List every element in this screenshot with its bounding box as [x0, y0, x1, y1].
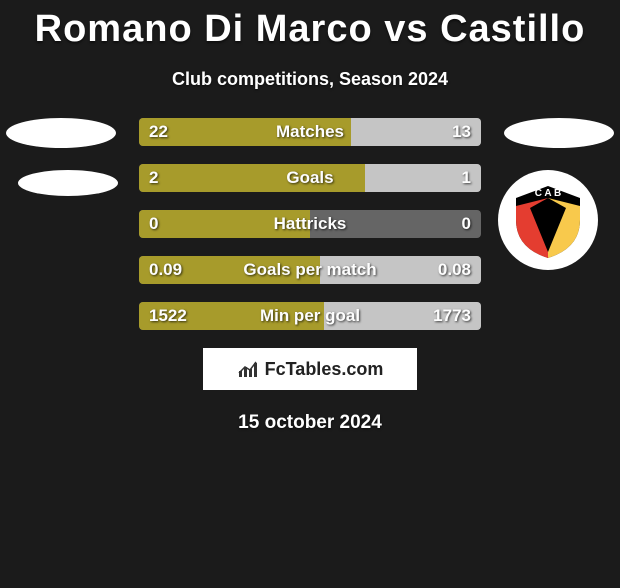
stat-row: 0.09 0.08 Goals per match	[139, 256, 481, 284]
stat-label: Min per goal	[260, 306, 360, 326]
ellipse-icon	[18, 170, 118, 196]
stat-right-value: 0.08	[438, 260, 471, 280]
stat-right-value: 1773	[433, 306, 471, 326]
stat-label: Matches	[276, 122, 344, 142]
left-player-badge-1	[6, 118, 116, 148]
stat-row: 0 0 Hattricks	[139, 210, 481, 238]
subtitle: Club competitions, Season 2024	[0, 69, 620, 90]
club-crest-icon: C A B	[498, 170, 598, 270]
ellipse-icon	[6, 118, 116, 148]
stat-bars: 22 13 Matches 2 1 Goals 0 0 Hattricks 0.09 0.08 Goa…	[139, 118, 481, 330]
right-player-badge-1	[504, 118, 614, 148]
stat-row: 2 1 Goals	[139, 164, 481, 192]
stat-left-value: 0.09	[149, 260, 182, 280]
stat-left-value: 2	[149, 168, 158, 188]
right-club-badge: C A B	[498, 170, 598, 270]
crest-letters: C A B	[535, 188, 561, 199]
stat-row: 22 13 Matches	[139, 118, 481, 146]
stat-row: 1522 1773 Min per goal	[139, 302, 481, 330]
page-title: Romano Di Marco vs Castillo	[0, 8, 620, 51]
comparison-container: C A B 2213Matches21Goals00Hattricks0.090…	[0, 118, 620, 330]
stat-label: Goals per match	[243, 260, 376, 280]
date-label: 15 october 2024	[0, 412, 620, 434]
bar-chart-icon	[237, 359, 263, 379]
ellipse-icon	[504, 118, 614, 148]
stat-left-value: 1522	[149, 306, 187, 326]
stat-right-value: 1	[462, 168, 471, 188]
stat-label: Hattricks	[274, 214, 347, 234]
stat-left-value: 22	[149, 122, 168, 142]
branding-text: FcTables.com	[265, 359, 384, 380]
left-player-badge-2	[18, 170, 118, 196]
branding-box: FcTables.com	[203, 348, 417, 390]
stat-label: Goals	[286, 168, 333, 188]
stat-right-value: 0	[462, 214, 471, 234]
stat-right-value: 13	[452, 122, 471, 142]
stat-left-value: 0	[149, 214, 158, 234]
